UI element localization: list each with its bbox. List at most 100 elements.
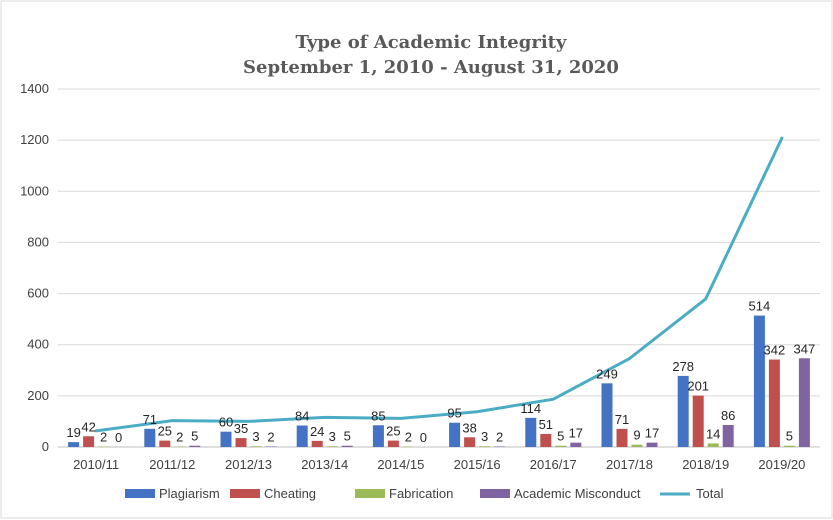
bar-plagiarism	[220, 431, 232, 447]
bar-plagiarism	[372, 425, 384, 447]
data-label-academic-misconduct: 0	[420, 430, 427, 445]
data-label-cheating: 71	[615, 412, 629, 427]
x-axis-ticks: 2010/11 2011/12 2012/13 2013/14 2014/15 2015/…	[73, 457, 805, 472]
bar-fabrication	[707, 443, 719, 447]
bar-academic-misconduct	[722, 425, 734, 447]
legend-swatch-plagiarism	[125, 489, 155, 498]
data-label-academic-misconduct: 17	[569, 426, 583, 441]
bar-fabrication	[326, 446, 338, 447]
bar-fabrication	[174, 446, 186, 447]
data-label-plagiarism: 278	[672, 359, 694, 374]
data-label-cheating: 51	[539, 417, 553, 432]
data-label-cheating: 342	[764, 343, 786, 358]
legend-swatch-fabrication	[355, 489, 385, 498]
bar-cheating	[159, 440, 171, 447]
data-label-cheating: 201	[687, 379, 709, 394]
y-tick-label: 400	[27, 337, 49, 352]
bar-plagiarism	[525, 417, 537, 447]
bar-plagiarism	[449, 422, 461, 447]
legend-label-plagiarism: Plagiarism	[159, 486, 220, 501]
data-label-academic-misconduct: 5	[191, 429, 198, 444]
bar-cheating	[692, 395, 704, 447]
data-label-fabrication: 5	[786, 429, 793, 444]
data-label-cheating: 25	[158, 424, 172, 439]
bar-plagiarism	[144, 428, 156, 447]
y-tick-label: 600	[27, 286, 49, 301]
y-tick-label: 200	[27, 388, 49, 403]
bar-fabrication	[631, 444, 643, 447]
y-axis-ticks: 0 200 400 600 800 1000 1200 1400	[20, 81, 49, 454]
x-tick-label: 2012/13	[225, 457, 272, 472]
x-tick-label: 2013/14	[301, 457, 348, 472]
data-label-fabrication: 2	[100, 429, 107, 444]
bar-cheating	[540, 433, 552, 447]
data-label-academic-misconduct: 2	[496, 429, 503, 444]
chart-subtitle: September 1, 2010 - August 31, 2020	[243, 57, 619, 78]
bar-plagiarism	[677, 375, 689, 447]
data-label-cheating: 38	[462, 420, 476, 435]
chart-title: Type of Academic Integrity	[296, 32, 567, 53]
bar-fabrication	[555, 445, 567, 447]
data-label-fabrication: 3	[481, 429, 488, 444]
legend-label-academic-misconduct: Academic Misconduct	[514, 486, 641, 501]
bar-fabrication	[98, 446, 110, 447]
x-tick-label: 2017/18	[606, 457, 653, 472]
bar-fabrication	[479, 446, 491, 447]
data-label-plagiarism: 71	[143, 412, 157, 427]
bar-academic-misconduct	[265, 446, 277, 447]
legend: Plagiarism Cheating Fabrication Academic Mi…	[125, 486, 724, 501]
total-line-layer	[94, 136, 784, 433]
bar-plagiarism	[601, 383, 613, 447]
data-label-fabrication: 9	[633, 428, 640, 443]
x-tick-label: 2016/17	[530, 457, 577, 472]
data-label-plagiarism: 84	[295, 409, 309, 424]
data-label-cheating: 35	[234, 421, 248, 436]
bar-academic-misconduct	[570, 442, 582, 447]
data-label-cheating: 25	[386, 424, 400, 439]
bar-academic-misconduct	[646, 442, 658, 447]
data-label-fabrication: 2	[176, 429, 183, 444]
legend-label-cheating: Cheating	[264, 486, 316, 501]
y-tick-label: 1200	[20, 132, 49, 147]
data-label-plagiarism: 95	[447, 406, 461, 421]
bar-cheating	[387, 440, 399, 447]
x-tick-label: 2018/19	[682, 457, 729, 472]
x-tick-label: 2014/15	[377, 457, 424, 472]
bar-fabrication	[402, 446, 414, 447]
y-tick-label: 1400	[20, 81, 49, 96]
bar-cheating	[768, 359, 780, 447]
data-label-academic-misconduct: 2	[267, 429, 274, 444]
x-tick-label: 2015/16	[454, 457, 501, 472]
y-tick-label: 800	[27, 234, 49, 249]
data-label-academic-misconduct: 0	[115, 430, 122, 445]
x-tick-label: 2011/12	[149, 457, 195, 472]
data-label-plagiarism: 19	[66, 425, 80, 440]
x-tick-label: 2010/11	[73, 457, 119, 472]
legend-swatch-cheating	[230, 489, 260, 498]
data-label-fabrication: 3	[252, 429, 259, 444]
data-label-plagiarism: 249	[596, 366, 618, 381]
data-label-academic-misconduct: 5	[344, 429, 351, 444]
bar-fabrication	[783, 445, 795, 447]
bar-plagiarism	[296, 425, 308, 447]
data-label-cheating: 42	[81, 419, 95, 434]
data-label-academic-misconduct: 17	[645, 426, 659, 441]
legend-label-total: Total	[696, 486, 724, 501]
data-label-fabrication: 5	[557, 429, 564, 444]
bar-cheating	[311, 440, 323, 447]
data-label-academic-misconduct: 86	[721, 408, 735, 423]
data-label-fabrication: 14	[706, 426, 720, 441]
y-tick-label: 0	[42, 439, 49, 454]
data-label-cheating: 24	[310, 424, 324, 439]
bar-academic-misconduct	[341, 445, 353, 447]
data-label-fabrication: 2	[405, 429, 412, 444]
bar-academic-misconduct	[798, 358, 810, 447]
bar-cheating	[464, 437, 476, 447]
data-label-academic-misconduct: 347	[794, 341, 816, 356]
legend-swatch-academic-misconduct	[480, 489, 510, 498]
data-label-plagiarism: 514	[749, 299, 771, 314]
line-total	[94, 136, 784, 433]
